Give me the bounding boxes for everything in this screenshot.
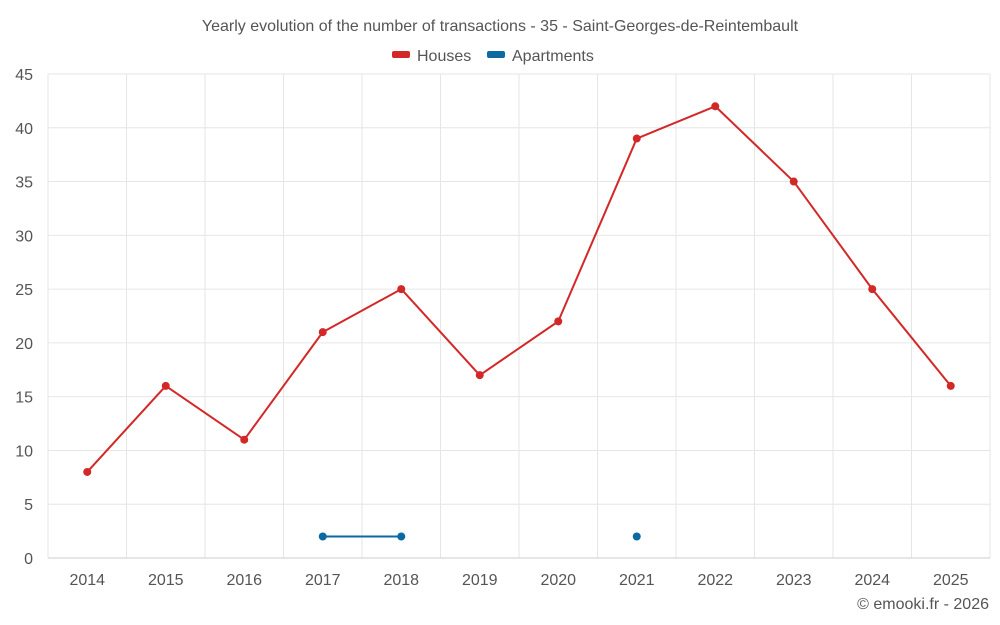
series xyxy=(83,102,955,541)
data-point-houses-2020[interactable] xyxy=(554,317,563,326)
data-point-houses-2019[interactable] xyxy=(475,371,484,380)
series-houses xyxy=(83,102,955,476)
y-tick-label: 15 xyxy=(15,390,33,407)
x-tick-label: 2025 xyxy=(933,572,969,589)
x-tick-label: 2022 xyxy=(697,572,733,589)
data-point-apartments-2018[interactable] xyxy=(397,532,406,541)
data-point-apartments-2021[interactable] xyxy=(632,532,641,541)
legend-swatch-houses xyxy=(392,51,410,58)
series-apartments xyxy=(318,532,641,541)
y-tick-label: 25 xyxy=(15,282,33,299)
y-tick-label: 40 xyxy=(15,121,33,138)
data-point-houses-2014[interactable] xyxy=(83,467,92,476)
x-tick-label: 2017 xyxy=(305,572,341,589)
y-tick-label: 30 xyxy=(15,228,33,245)
data-point-houses-2016[interactable] xyxy=(240,435,249,444)
data-point-houses-2018[interactable] xyxy=(397,285,406,294)
data-point-houses-2025[interactable] xyxy=(946,381,955,390)
y-tick-label: 10 xyxy=(15,443,33,460)
y-tick-label: 35 xyxy=(15,175,33,192)
legend-item-houses[interactable]: Houses xyxy=(392,48,471,65)
data-point-houses-2023[interactable] xyxy=(789,177,798,186)
series-line-houses xyxy=(86,105,952,473)
y-tick-label: 0 xyxy=(24,551,33,568)
x-tick-label: 2018 xyxy=(383,572,419,589)
y-tick-label: 5 xyxy=(24,497,33,514)
x-tick-label: 2019 xyxy=(462,572,498,589)
data-point-houses-2022[interactable] xyxy=(711,102,720,111)
chart-title: Yearly evolution of the number of transa… xyxy=(202,18,799,35)
y-axis-ticks: 0 5 10 15 20 25 30 35 40 45 xyxy=(15,67,33,568)
x-tick-label: 2014 xyxy=(69,572,105,589)
legend-item-apartments[interactable]: Apartments xyxy=(487,48,594,65)
legend-label-houses: Houses xyxy=(417,48,471,65)
x-tick-label: 2023 xyxy=(776,572,812,589)
y-tick-label: 20 xyxy=(15,336,33,353)
x-tick-label: 2015 xyxy=(148,572,184,589)
legend: Houses Apartments xyxy=(392,48,594,65)
grid xyxy=(47,73,991,558)
data-point-houses-2024[interactable] xyxy=(868,285,877,294)
x-tick-label: 2024 xyxy=(854,572,890,589)
data-point-houses-2017[interactable] xyxy=(318,328,327,337)
x-tick-label: 2021 xyxy=(619,572,655,589)
y-tick-label: 45 xyxy=(15,67,33,84)
credit-text: © emooki.fr - 2026 xyxy=(857,596,989,613)
x-tick-label: 2016 xyxy=(226,572,262,589)
data-point-houses-2021[interactable] xyxy=(632,134,641,143)
data-point-apartments-2017[interactable] xyxy=(318,532,327,541)
x-tick-label: 2020 xyxy=(540,572,576,589)
legend-label-apartments: Apartments xyxy=(512,48,594,65)
data-point-houses-2015[interactable] xyxy=(161,381,170,390)
legend-swatch-apartments xyxy=(487,51,505,58)
x-axis-ticks: 2014 2015 2016 2017 2018 2019 2020 2021 2022 2023… xyxy=(69,572,968,589)
